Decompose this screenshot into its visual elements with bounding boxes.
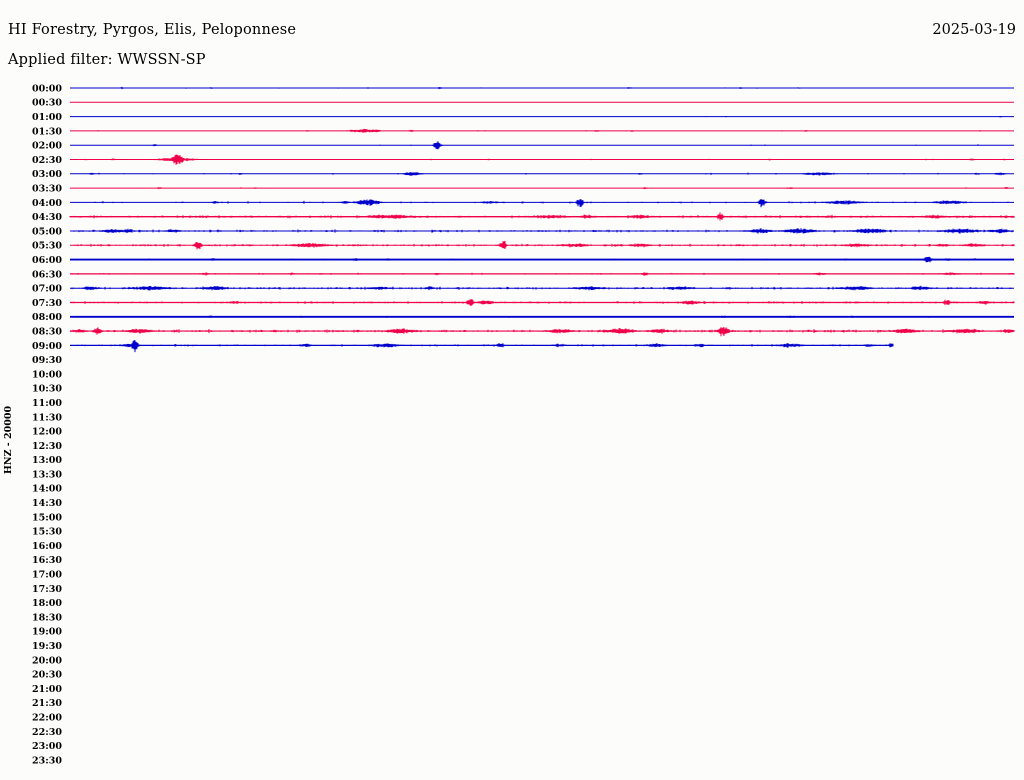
row-time-label: 17:00 (32, 570, 62, 581)
row-time-label: 13:00 (32, 455, 62, 466)
row-time-label: 08:00 (32, 312, 62, 323)
trace-noise (152, 141, 979, 150)
row-time-label: 11:30 (32, 412, 62, 423)
trace-noise (71, 272, 1015, 276)
trace-noise (97, 128, 981, 133)
trace-noise (705, 116, 1002, 118)
row-time-label: 02:30 (32, 155, 62, 166)
row-time-label: 13:30 (32, 469, 62, 480)
trace-noise (94, 199, 1009, 208)
row-time-label: 01:30 (32, 126, 62, 137)
row-time-label: 19:30 (32, 641, 62, 652)
row-time-label: 14:30 (32, 498, 62, 509)
trace-noise (73, 228, 1014, 234)
row-time-label: 00:00 (32, 83, 62, 94)
row-time-label: 18:30 (32, 612, 62, 623)
row-time-label: 21:30 (32, 698, 62, 709)
row-time-label: 15:30 (32, 527, 62, 538)
trace-noise (69, 212, 1015, 221)
trace-noise (70, 299, 1015, 306)
trace-noise (77, 340, 894, 353)
row-time-label: 19:00 (32, 627, 62, 638)
row-time-label: 17:30 (32, 584, 62, 595)
trace-noise (70, 327, 1015, 337)
row-time-label: 06:00 (32, 255, 62, 266)
row-time-label: 21:00 (32, 684, 62, 695)
row-time-label: 02:00 (32, 141, 62, 152)
row-time-label: 01:00 (32, 112, 62, 123)
row-time-label: 00:30 (32, 98, 62, 109)
row-time-label: 05:00 (32, 226, 62, 237)
row-time-label: 04:00 (32, 198, 62, 209)
row-time-label: 15:00 (32, 512, 62, 523)
trace-noise (84, 154, 1006, 165)
row-time-label: 09:30 (32, 355, 62, 366)
row-time-label: 05:30 (32, 241, 62, 252)
row-time-label: 03:30 (32, 184, 62, 195)
row-time-label: 14:00 (32, 484, 62, 495)
record-date: 2025-03-19 (932, 22, 1016, 38)
trace-noise (123, 256, 1012, 263)
row-time-label: 20:00 (32, 655, 62, 666)
row-time-label: 06:30 (32, 269, 62, 280)
row-time-label: 09:00 (32, 341, 62, 352)
trace-noise (74, 240, 1015, 250)
row-time-label: 16:00 (32, 541, 62, 552)
row-time-label: 22:00 (32, 713, 62, 724)
row-time-label: 18:00 (32, 598, 62, 609)
row-time-label: 23:00 (32, 741, 62, 752)
row-time-label: 12:00 (32, 427, 62, 438)
row-time-label: 16:30 (32, 555, 62, 566)
row-time-label: 20:30 (32, 670, 62, 681)
trace-noise (89, 172, 1007, 176)
trace-noise (120, 86, 801, 90)
row-time-label: 04:30 (32, 212, 62, 223)
row-time-label: 10:30 (32, 384, 62, 395)
trace-noise (157, 187, 1009, 190)
y-axis-station-scale-label: HNZ - 20000 (3, 406, 14, 475)
row-time-label: 23:30 (32, 755, 62, 766)
row-time-label: 11:00 (32, 398, 62, 409)
trace-noise (71, 285, 1012, 291)
row-time-label: 12:30 (32, 441, 62, 452)
row-time-label: 08:30 (32, 327, 62, 338)
row-time-label: 07:00 (32, 284, 62, 295)
station-title: HI Forestry, Pyrgos, Elis, Peloponnese (8, 22, 297, 38)
row-time-label: 03:00 (32, 169, 62, 180)
row-time-label: 07:30 (32, 298, 62, 309)
row-time-label: 10:00 (32, 369, 62, 380)
trace-noise (138, 315, 932, 318)
row-time-label: 22:30 (32, 727, 62, 738)
applied-filter-label: Applied filter: WWSSN-SP (8, 52, 206, 68)
